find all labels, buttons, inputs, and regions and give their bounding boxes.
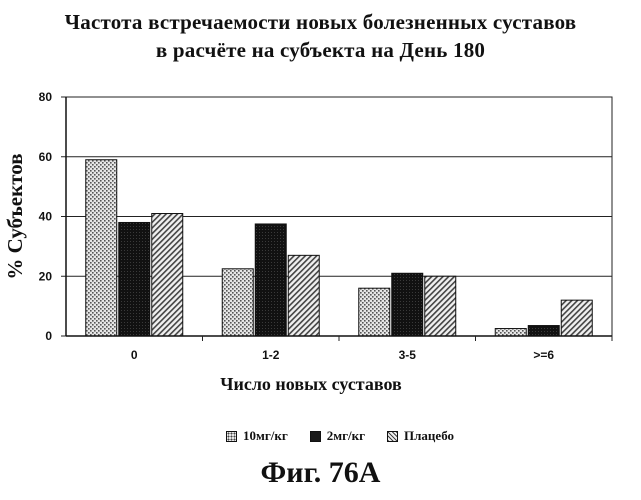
legend-label-10mg: 10мг/кг: [243, 428, 288, 443]
bar: [221, 268, 254, 337]
x-tick-label: >=6: [533, 348, 554, 362]
legend-swatch-2mg: [309, 430, 321, 442]
axes: [61, 96, 613, 341]
bar: [151, 213, 184, 337]
legend-label-2mg: 2мг/кг: [326, 428, 366, 443]
y-tick-label: 0: [45, 329, 52, 343]
bar: [424, 275, 457, 337]
bar: [391, 272, 424, 337]
legend-item-10mg: 10мг/кг: [226, 428, 288, 444]
chart-title-line-1: Частота встречаемости новых болезненных …: [64, 10, 577, 34]
legend-item-2mg: 2мг/кг: [309, 428, 366, 444]
tick-labels: 0 20 40 60 80 0 1-2 3-5 >=6: [39, 90, 555, 362]
bar: [254, 223, 287, 337]
bar: [527, 325, 560, 337]
y-tick-label: 80: [39, 90, 53, 104]
legend-swatch-10mg: [226, 430, 237, 442]
x-tick-label: 1-2: [262, 348, 280, 362]
y-tick-label: 40: [39, 210, 53, 224]
y-tick-label: 20: [39, 269, 53, 283]
figure-label: Фиг. 76А: [260, 456, 381, 489]
bar: [287, 254, 320, 337]
y-axis-label: % Субъектов: [3, 153, 27, 279]
chart-title-line-2: в расчёте на субъекта на День 180: [155, 38, 486, 62]
x-tick-label: 0: [131, 348, 138, 362]
legend: 10мг/кг 2мг/кг Плацебо: [226, 428, 454, 444]
y-tick-label: 60: [39, 150, 53, 164]
bar: [85, 159, 118, 337]
bar: [560, 299, 593, 337]
bar: [494, 328, 527, 337]
x-axis-label: Число новых суставов: [220, 374, 402, 394]
legend-label-placebo: Плацебо: [404, 428, 455, 443]
legend-swatch-placebo: [387, 430, 399, 442]
bar-chart: 0 20 40 60 80 0 1-2 3-5 >=6 % Субъектов Число но…: [3, 90, 613, 394]
legend-item-placebo: Плацебо: [387, 428, 454, 444]
bar: [118, 221, 151, 337]
bar: [358, 287, 391, 337]
x-tick-label: 3-5: [399, 348, 417, 362]
